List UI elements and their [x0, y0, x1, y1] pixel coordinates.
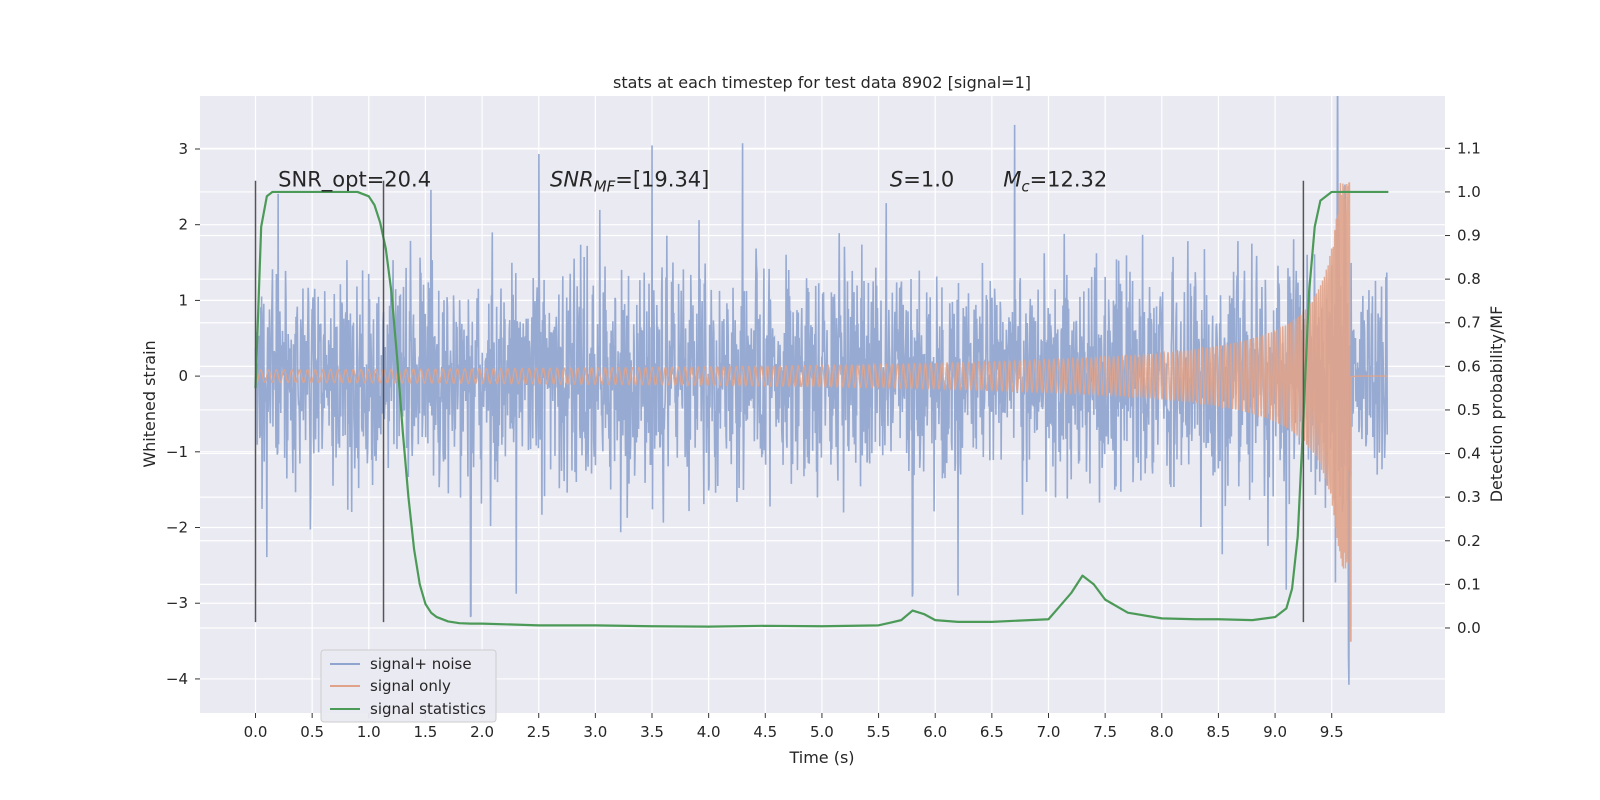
annotation-2: S=1.0 — [890, 167, 954, 191]
y-tick-label: 2 — [178, 216, 188, 234]
y-tick-label: −2 — [166, 519, 188, 537]
x-tick-label: 7.5 — [1093, 723, 1117, 741]
x-tick-label: 7.0 — [1037, 723, 1061, 741]
y-tick-label: 3 — [178, 140, 188, 158]
y2-tick-label: 0.4 — [1457, 445, 1481, 463]
x-tick-label: 0.0 — [244, 723, 268, 741]
y2-tick-label: 0.3 — [1457, 488, 1481, 506]
annotation-0: SNR_opt=20.4 — [278, 167, 431, 192]
series-layer — [254, 96, 1389, 685]
y2-tick-label: 0.9 — [1457, 227, 1481, 245]
x-tick-label: 6.5 — [980, 723, 1004, 741]
x-tick-label: 5.0 — [810, 723, 834, 741]
x-axis-label: Time (s) — [788, 748, 854, 767]
x-tick-label: 9.5 — [1320, 723, 1344, 741]
annotation-3: Mc=12.32 — [1003, 167, 1107, 195]
x-tick-label: 8.0 — [1150, 723, 1174, 741]
y2-tick-label: 0.5 — [1457, 401, 1481, 419]
y2-tick-label: 0.0 — [1457, 619, 1481, 637]
x-tick-label: 2.0 — [470, 723, 494, 741]
x-tick-label: 1.5 — [414, 723, 438, 741]
x-tick-label: 9.0 — [1263, 723, 1287, 741]
x-tick-label: 0.5 — [300, 723, 324, 741]
y-tick-label: −4 — [166, 670, 188, 688]
series-signal-only — [254, 182, 1388, 642]
legend-label-signal-only: signal only — [370, 677, 451, 695]
y2-axis-ticks: 0.0 0.1 0.2 0.3 0.4 0.5 0.6 0.7 0.8 0.9 1.0 1.1 — [1445, 139, 1481, 637]
y2-tick-label: 0.6 — [1457, 357, 1481, 375]
y-tick-label: −1 — [166, 443, 188, 461]
y-tick-label: 1 — [178, 291, 188, 309]
y2-tick-label: 1.1 — [1457, 139, 1481, 157]
legend-label-signal-noise: signal+ noise — [370, 655, 472, 673]
x-tick-label: 3.0 — [583, 723, 607, 741]
x-tick-label: 8.5 — [1207, 723, 1231, 741]
y2-axis-label: Detection probability/MF — [1487, 306, 1506, 503]
x-axis-ticks: 0.0 0.5 1.0 1.5 2.0 2.5 3.0 3.5 4.0 4.5 5.0 5.5 6.0 6… — [244, 713, 1344, 741]
annotation-1: SNRMF=[19.34] — [550, 167, 709, 195]
y2-tick-label: 0.1 — [1457, 575, 1481, 593]
legend-box — [320, 649, 497, 723]
y2-tick-label: 0.2 — [1457, 532, 1481, 550]
chart-title: stats at each timestep for test data 890… — [613, 73, 1031, 92]
annotations: SNR_opt=20.4 SNRMF=[19.34] S=1.0 Mc=12.32 — [278, 167, 1107, 195]
y-axis-label: Whitened strain — [140, 340, 159, 467]
x-tick-label: 3.5 — [640, 723, 664, 741]
y-tick-label: −3 — [166, 594, 188, 612]
legend: signal+ noise signal only signal statist… — [320, 649, 497, 723]
y-tick-label: 0 — [178, 367, 188, 385]
x-tick-label: 6.0 — [923, 723, 947, 741]
x-tick-label: 2.5 — [527, 723, 551, 741]
series-signal-statistics — [254, 190, 1389, 628]
y2-tick-label: 1.0 — [1457, 183, 1481, 201]
y2-tick-label: 0.7 — [1457, 314, 1481, 332]
vlines-layer — [254, 180, 1305, 623]
legend-label-signal-statistics: signal statistics — [370, 700, 486, 718]
y2-tick-label: 0.8 — [1457, 270, 1481, 288]
x-tick-label: 4.0 — [697, 723, 721, 741]
y-axis-ticks: −4 −3 −2 −1 0 1 2 3 — [166, 140, 200, 688]
x-tick-label: 5.5 — [867, 723, 891, 741]
x-tick-label: 4.5 — [753, 723, 777, 741]
x-tick-label: 1.0 — [357, 723, 381, 741]
